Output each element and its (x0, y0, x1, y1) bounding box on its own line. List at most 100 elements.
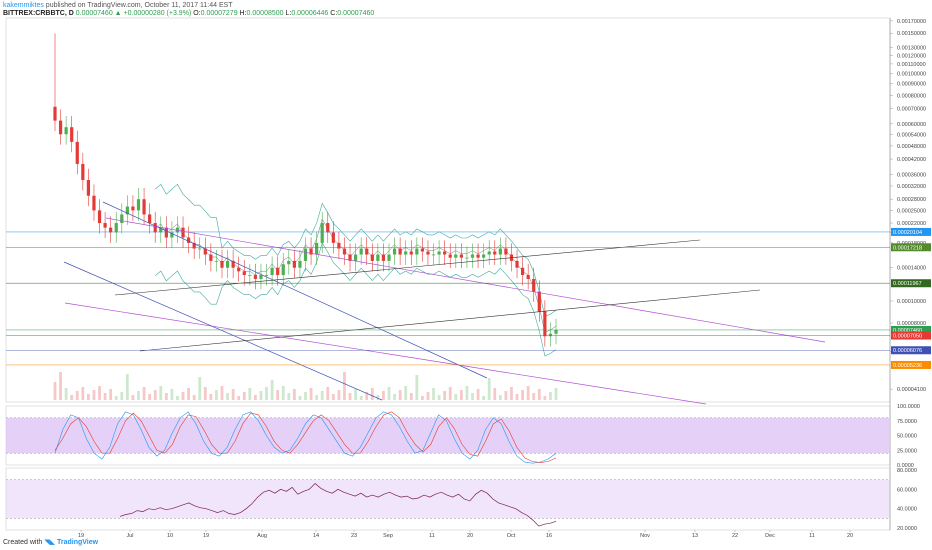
candle-body (437, 251, 441, 255)
stoch-tick-label: 25.0000 (897, 448, 917, 454)
volume-bar (254, 395, 257, 400)
x-tick-label: 19 (203, 533, 209, 539)
rsi-tick-label: 80.0000 (897, 468, 917, 474)
tradingview-brand[interactable]: TradingView (56, 539, 99, 546)
candle-body (92, 195, 96, 211)
candle-body (548, 333, 553, 337)
volume-bar (448, 387, 452, 400)
volume-bar (532, 393, 536, 400)
y-tick-label: 0.00036000 (897, 172, 926, 178)
close-value: 0.00007460 (337, 10, 375, 17)
candle-body (532, 278, 536, 292)
volume-bar (298, 396, 302, 400)
bollinger-lower-line (155, 241, 557, 357)
volume-bar (465, 386, 469, 400)
candle-body (498, 248, 502, 255)
candle-body (487, 251, 491, 255)
candle-body (281, 264, 285, 276)
volume-bar (421, 396, 424, 400)
candle-body (398, 248, 402, 255)
candle-body (387, 254, 391, 261)
candle-body (181, 227, 185, 238)
candle-body (298, 260, 302, 268)
y-tick-label: 0.00130000 (897, 45, 926, 51)
candle-body (287, 260, 291, 265)
rsi-line (119, 483, 557, 527)
author-link[interactable]: kakemmiktes (3, 2, 44, 9)
y-tick-label: 0.00022000 (897, 221, 926, 227)
volume-bar (198, 377, 202, 400)
candle-body (526, 275, 530, 279)
candle-body (443, 251, 447, 255)
low-value: 0.00006446 (291, 10, 329, 17)
candle-body (426, 251, 430, 255)
volume-bar (415, 375, 419, 400)
volume-bar (125, 374, 129, 400)
candle-body (309, 248, 313, 255)
open-key: O: (193, 10, 201, 17)
x-tick-label: Nov (640, 533, 650, 539)
candle-body (270, 267, 274, 276)
candle-body (476, 254, 480, 258)
candle-body (431, 254, 436, 256)
y-tick-label: 0.00100000 (897, 71, 926, 77)
volume-bar (148, 394, 152, 400)
candle-body (392, 248, 397, 255)
x-tick-label: 13 (692, 533, 698, 539)
publish-line: kakemmiktes published on TradingView.com… (3, 2, 233, 10)
candle-body (415, 248, 419, 255)
tradingview-logo-icon: ◥◣ (44, 539, 56, 546)
rsi-band (6, 479, 890, 519)
candle-body (97, 210, 102, 224)
candle-body (537, 291, 541, 312)
volume-bar (432, 388, 435, 400)
candle-body (465, 257, 469, 259)
footer: Created with ◥◣ TradingView (3, 538, 98, 546)
candle-body (521, 267, 525, 276)
volume-bar (231, 389, 235, 400)
high-value: 0.00008500 (246, 10, 284, 17)
y-tick-label: 0.00042000 (897, 157, 926, 163)
volume-bar (515, 394, 519, 400)
y-tick-label: 0.00004100 (897, 387, 926, 393)
volume-bar (387, 387, 391, 400)
volume-bar (437, 395, 441, 400)
candle-body (237, 267, 241, 272)
candle-body (70, 127, 74, 142)
volume-bar (237, 396, 241, 400)
x-tick-label: 10 (167, 533, 173, 539)
high-key: H: (239, 10, 247, 17)
volume-bar (354, 389, 357, 400)
candle-body (164, 227, 168, 238)
volume-bar (53, 382, 57, 400)
rsi-tick-label: 40.0000 (897, 507, 917, 513)
candle-body (326, 223, 330, 233)
close-key: C: (330, 10, 338, 17)
volume-bar (476, 389, 480, 400)
volume-bar (203, 387, 207, 400)
stoch-d-line (54, 411, 557, 463)
volume-bar (554, 388, 558, 400)
volume-bar (493, 388, 497, 400)
candle-body (131, 206, 135, 211)
candle-body (170, 232, 174, 238)
channel-lower-line (63, 261, 383, 401)
candle-body (220, 260, 224, 268)
volume-bar (242, 392, 246, 400)
volume-bar (543, 396, 547, 400)
volume-bar (114, 396, 118, 400)
volume-bar (521, 390, 524, 400)
candle-body (86, 179, 90, 196)
y-tick-label: 0.00110000 (897, 62, 926, 68)
volume-bar (498, 395, 502, 400)
stoch-tick-label: 100.0000 (897, 404, 920, 410)
volume-bar (226, 393, 229, 400)
volume-bar (326, 387, 330, 400)
candle-body (320, 223, 324, 243)
candle-body (292, 260, 296, 268)
y-tick-label: 0.00150000 (897, 31, 926, 37)
candle-body (315, 242, 319, 255)
x-tick-label: 19 (78, 533, 84, 539)
